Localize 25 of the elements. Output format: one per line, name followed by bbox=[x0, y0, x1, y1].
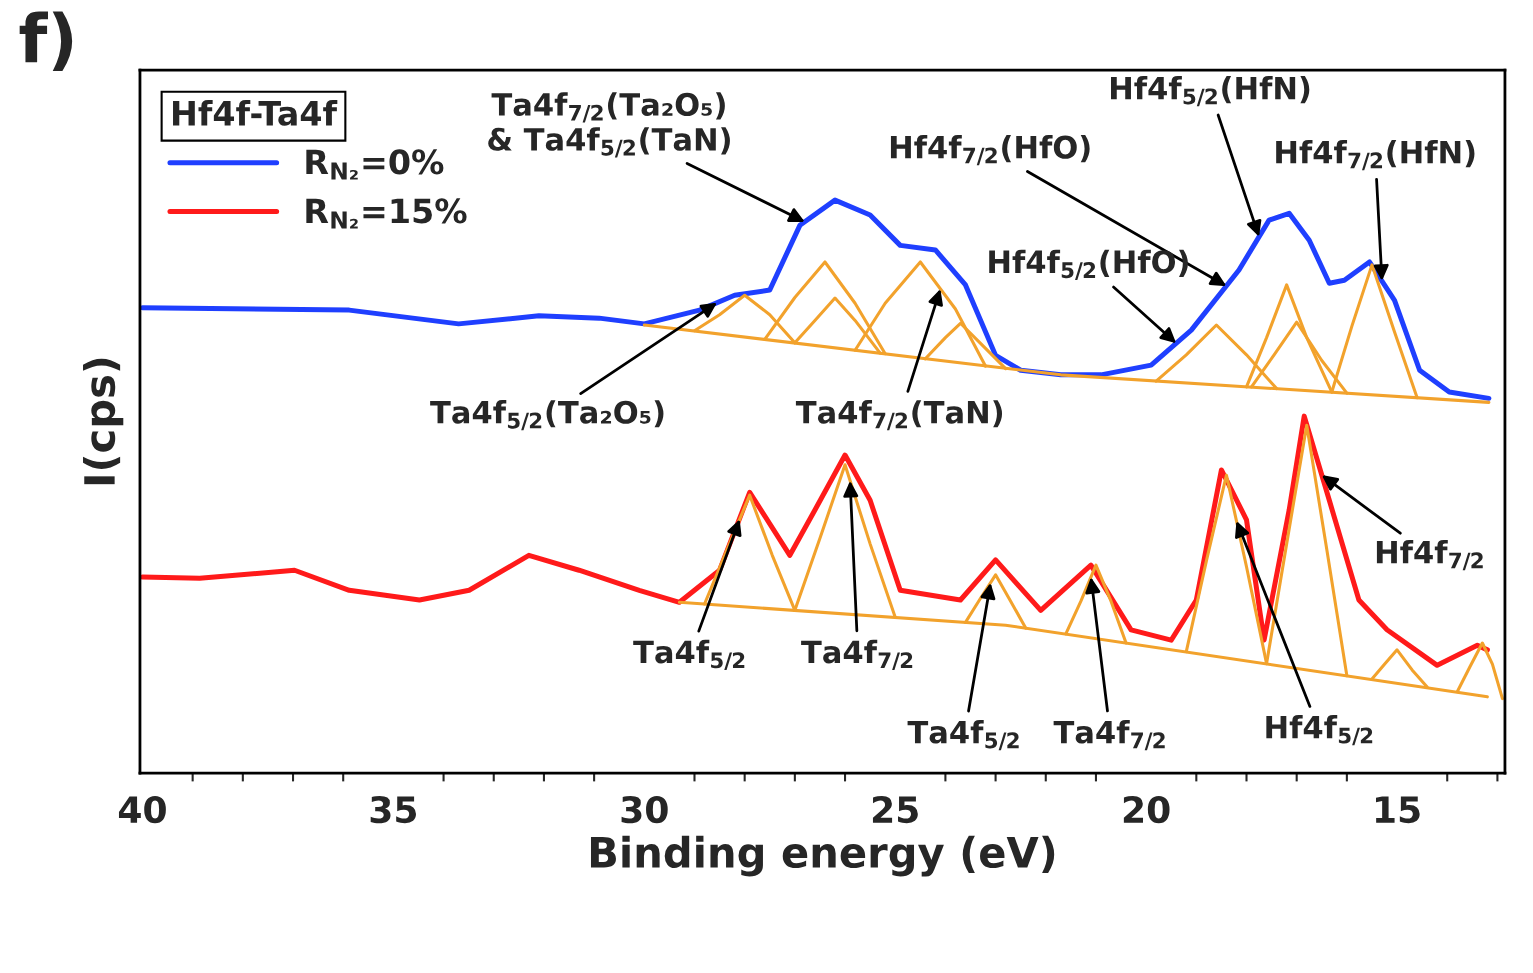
x-tick-label: 35 bbox=[370, 795, 416, 824]
legend-label: R$_{N₂}$=0% bbox=[306, 149, 444, 180]
annotation: Ta4f$_{7/2}$(TaN) bbox=[795, 400, 1003, 431]
annotation: Ta4f$_{7/2}$(Ta₂O₅) & Ta4f$_{5/2}$(TaN) bbox=[488, 92, 730, 158]
x-tick-label: 30 bbox=[621, 795, 668, 824]
annotation: Hf4f$_{7/2}$(HfO) bbox=[890, 135, 1090, 166]
x-tick-label: 25 bbox=[872, 795, 918, 824]
x-tick-label: 40 bbox=[118, 795, 166, 824]
annotation: Ta4f$_{7/2}$ bbox=[1053, 719, 1165, 751]
annotation: Ta4f$_{5/2}$ bbox=[633, 639, 745, 671]
annotation: Ta4f$_{5/2}$ bbox=[907, 719, 1019, 751]
annotation: Hf4f$_{5/2}$ bbox=[1266, 715, 1373, 746]
annotation: Hf4f$_{7/2}$(HfN) bbox=[1276, 139, 1475, 171]
legend-label: R$_{N₂}$=15% bbox=[306, 198, 467, 229]
y-axis-title: I(cps) bbox=[83, 358, 124, 485]
text: f) bbox=[19, 11, 73, 71]
x-axis-title: Binding energy (eV) bbox=[590, 835, 1055, 877]
annotation: Ta4f$_{7/2}$ bbox=[801, 639, 913, 671]
annotation: Hf4f$_{7/2}$ bbox=[1376, 540, 1483, 571]
annotation: Hf4f$_{5/2}$(HfO) bbox=[989, 249, 1188, 280]
x-tick-label: 20 bbox=[1123, 795, 1170, 824]
annotation: Hf4f$_{5/2}$(HfN) bbox=[1111, 76, 1310, 107]
annotation: Ta4f$_{5/2}$(Ta₂O₅) bbox=[430, 400, 664, 431]
x-tick-label: 15 bbox=[1376, 796, 1420, 824]
legend-title: Hf4f-Ta4f bbox=[173, 100, 338, 126]
